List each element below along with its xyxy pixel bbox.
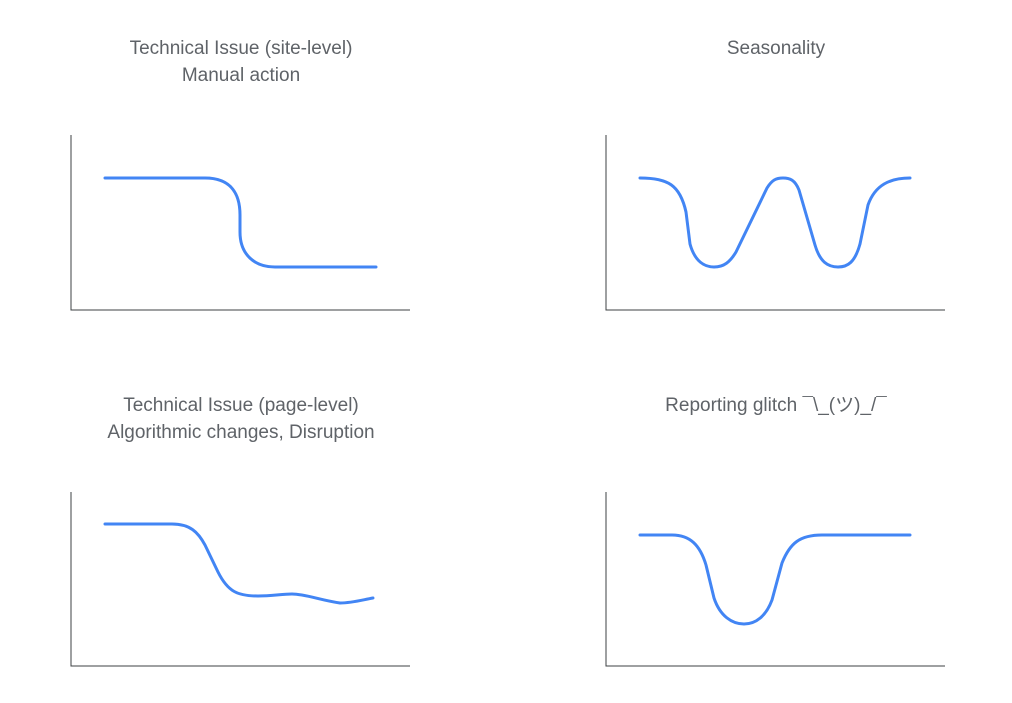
trend-line xyxy=(103,522,375,605)
panel-page-level: Technical Issue (page-level) Algorithmic… xyxy=(26,392,456,446)
title-line-1: Reporting glitch ¯\_(ツ)_/¯ xyxy=(665,395,887,416)
axes xyxy=(70,135,410,311)
panel-title: Technical Issue (page-level) Algorithmic… xyxy=(26,392,456,446)
title-line-2: Algorithmic changes, Disruption xyxy=(107,422,375,443)
trend-line xyxy=(638,533,912,626)
title-line-1: Technical Issue (page-level) xyxy=(123,395,359,416)
panel-reporting-glitch: Reporting glitch ¯\_(ツ)_/¯ xyxy=(561,392,991,419)
axes xyxy=(605,135,945,311)
panel-seasonality: Seasonality xyxy=(561,35,991,62)
panel-title: Reporting glitch ¯\_(ツ)_/¯ xyxy=(561,392,991,419)
trend-line xyxy=(103,176,378,269)
title-line-1: Technical Issue (site-level) xyxy=(129,38,353,59)
axes xyxy=(605,492,945,667)
trend-line xyxy=(638,176,912,269)
panel-title: Seasonality xyxy=(561,35,991,62)
axes xyxy=(70,492,410,667)
title-line-2: Manual action xyxy=(181,65,301,86)
title-line-1: Seasonality xyxy=(726,38,826,59)
panel-title: Technical Issue (site-level) Manual acti… xyxy=(26,35,456,89)
panel-site-level: Technical Issue (site-level) Manual acti… xyxy=(26,35,456,89)
